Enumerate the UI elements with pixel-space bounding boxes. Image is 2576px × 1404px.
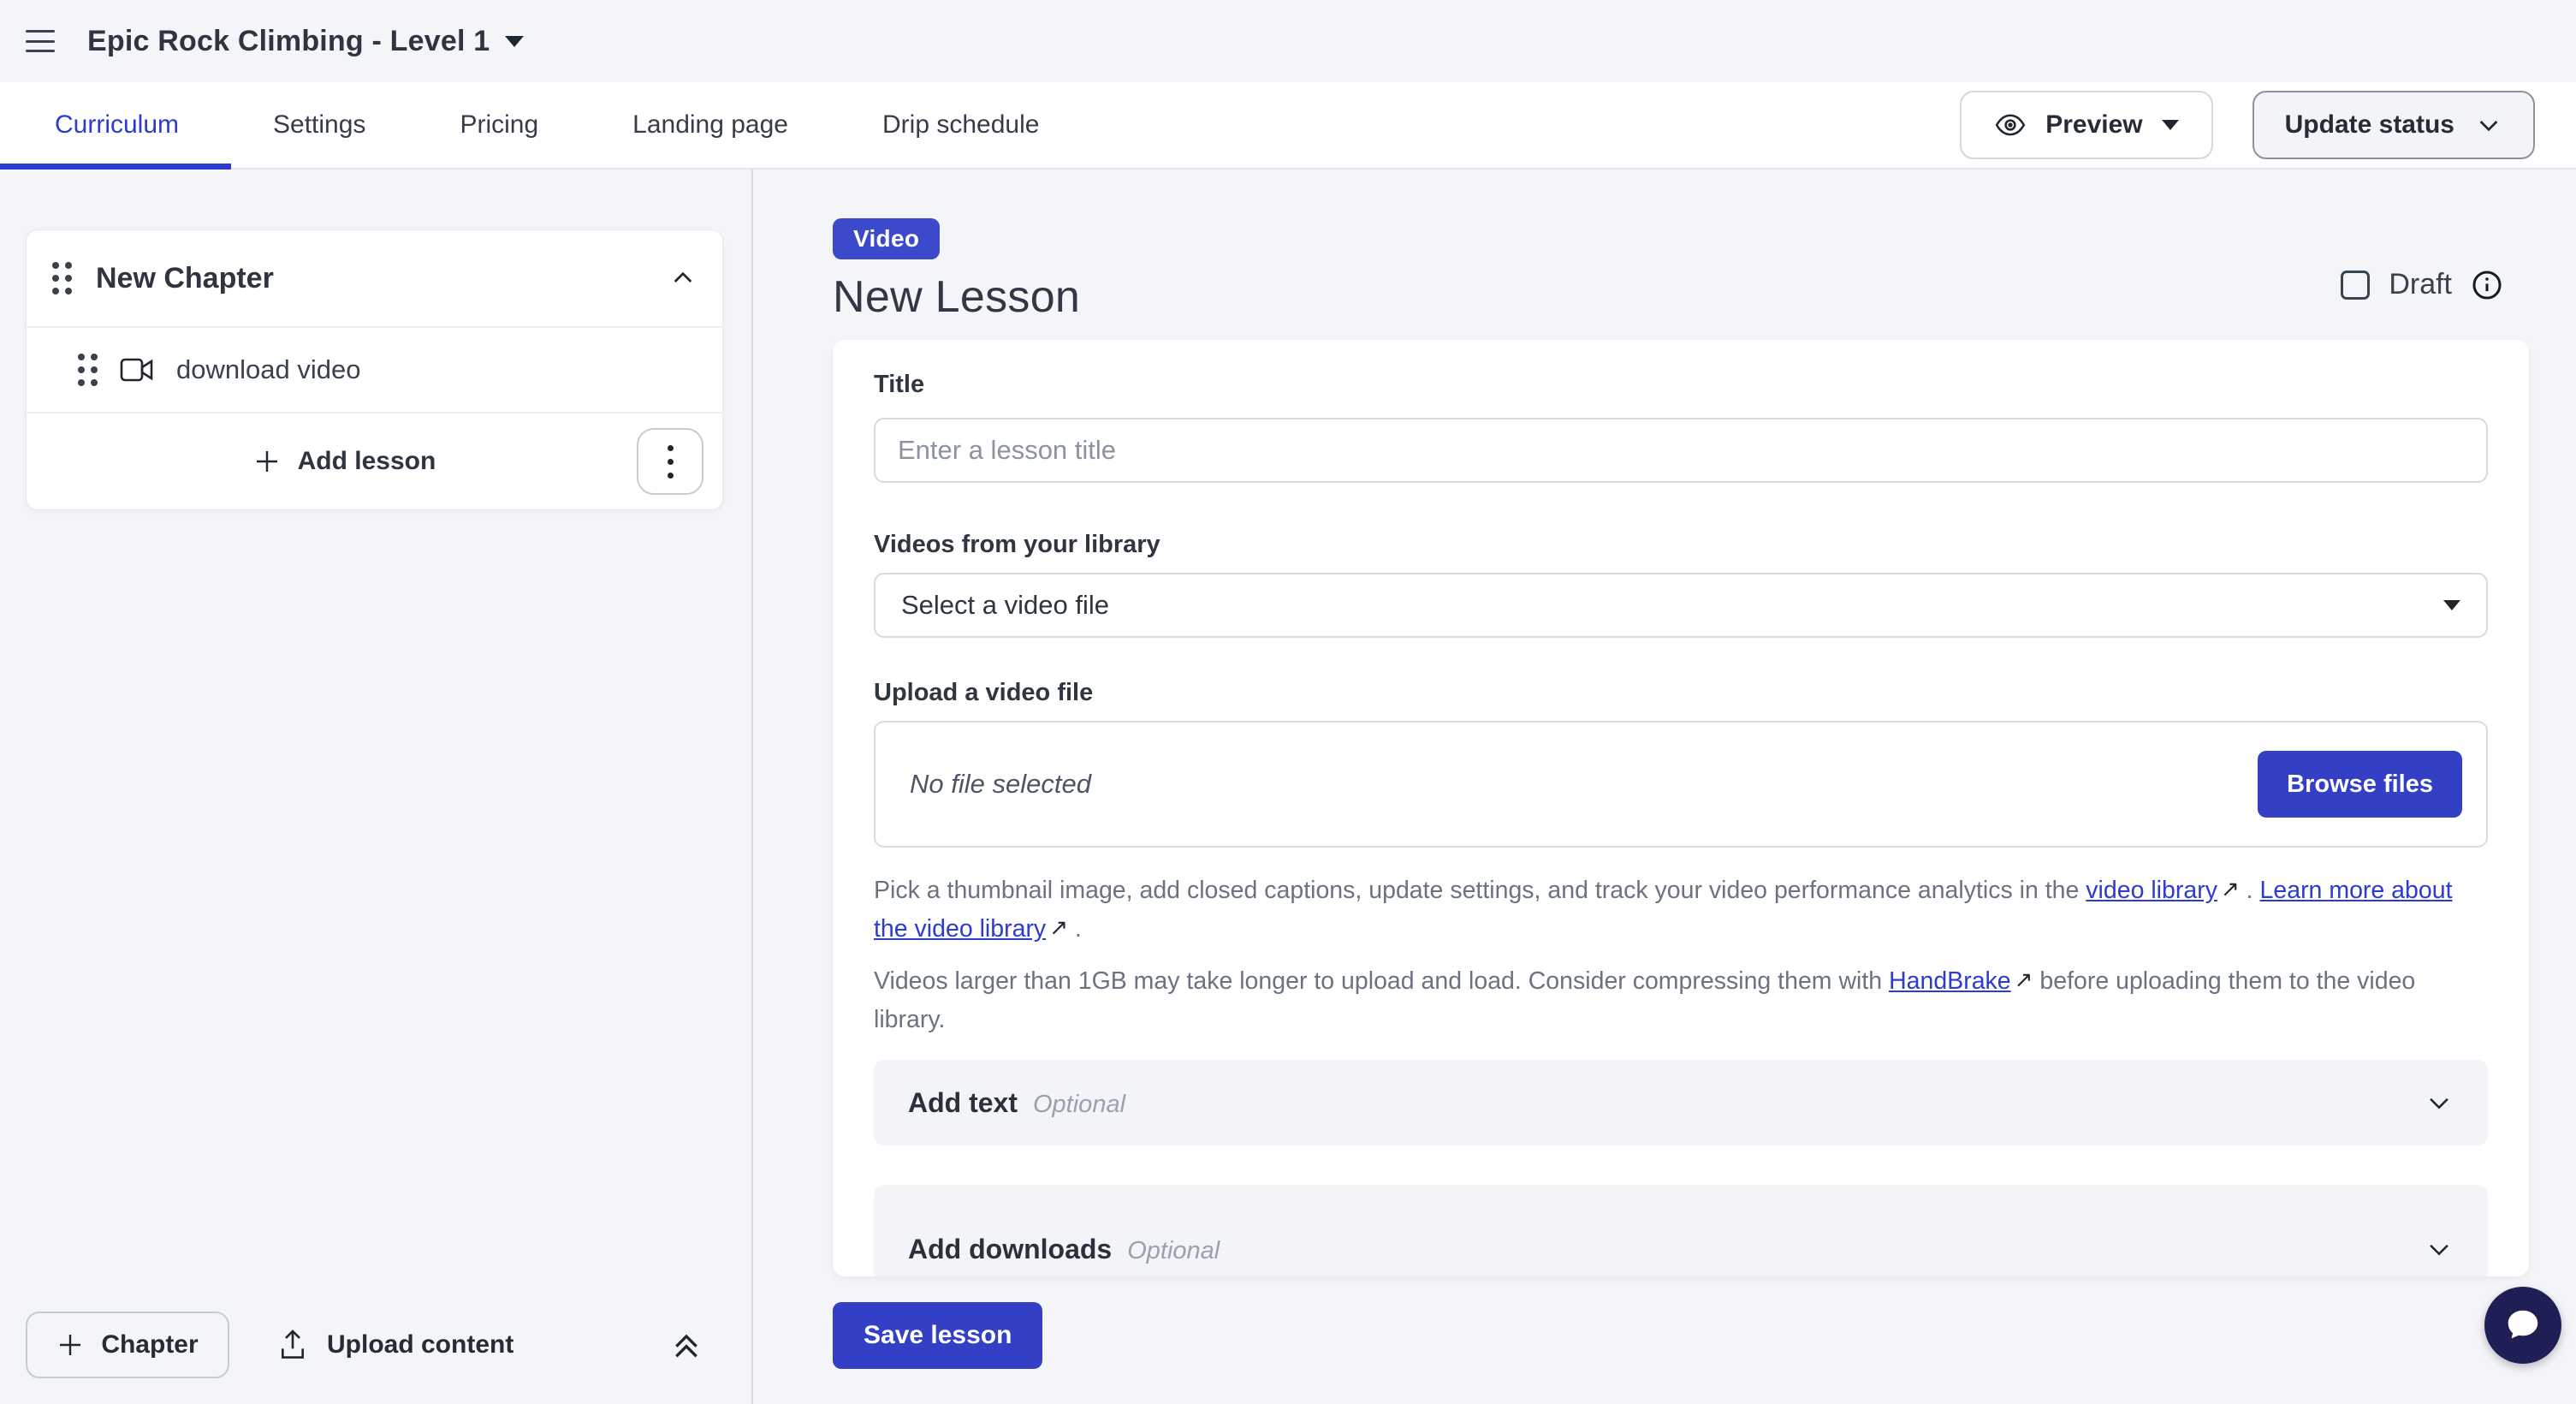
chevron-up-icon[interactable] bbox=[669, 265, 697, 292]
add-lesson-label: Add lesson bbox=[297, 447, 436, 475]
caret-down-icon bbox=[2443, 600, 2460, 610]
lesson-form-card: Title Videos from your library Select a … bbox=[833, 340, 2529, 1276]
lesson-item[interactable]: download video bbox=[27, 328, 722, 412]
chevron-down-icon bbox=[2479, 121, 2498, 132]
browse-files-button[interactable]: Browse files bbox=[2258, 751, 2462, 818]
add-text-header: Add text Optional bbox=[908, 1087, 1125, 1119]
drag-handle-icon[interactable] bbox=[78, 354, 98, 386]
help-text-segment: Pick a thumbnail image, add closed capti… bbox=[874, 877, 2086, 904]
chapter-footer: Add lesson bbox=[27, 413, 722, 509]
save-lesson-button[interactable]: Save lesson bbox=[833, 1302, 1043, 1369]
divider bbox=[27, 412, 722, 413]
add-chapter-label: Chapter bbox=[101, 1330, 199, 1359]
add-downloads-header: Add downloads Optional bbox=[908, 1234, 1220, 1265]
upload-content-button[interactable]: Upload content bbox=[277, 1329, 669, 1361]
lesson-title: download video bbox=[176, 354, 361, 384]
handbrake-link[interactable]: HandBrake ↗ bbox=[1889, 967, 2033, 995]
tab-curriculum[interactable]: Curriculum bbox=[55, 110, 180, 139]
tabbar: Curriculum Settings Pricing Landing page… bbox=[0, 82, 2576, 170]
external-link-icon: ↗ bbox=[1049, 914, 1068, 940]
lesson-type-badge: Video bbox=[833, 218, 941, 259]
curriculum-sidebar: New Chapter download video bbox=[0, 170, 753, 1404]
caret-down-icon bbox=[2161, 120, 2179, 130]
collapse-all-icon[interactable] bbox=[669, 1328, 703, 1362]
video-library-select[interactable]: Select a video file bbox=[874, 573, 2488, 638]
optional-label: Optional bbox=[1033, 1090, 1126, 1118]
tab-landing-page[interactable]: Landing page bbox=[632, 110, 788, 139]
update-status-label: Update status bbox=[2284, 110, 2454, 139]
upload-content-label: Upload content bbox=[327, 1330, 514, 1359]
chapter-options-button[interactable] bbox=[637, 428, 703, 495]
add-chapter-button[interactable]: Chapter bbox=[26, 1312, 229, 1378]
chat-bubble-icon bbox=[2508, 1310, 2538, 1339]
lesson-editor: Video New Lesson Draft Title Videos from… bbox=[753, 170, 2576, 1404]
chapter-card: New Chapter download video bbox=[26, 229, 723, 510]
plus-icon bbox=[60, 1335, 81, 1355]
draft-toggle-group: Draft bbox=[2341, 268, 2503, 301]
help-text-segment: . bbox=[2239, 877, 2260, 904]
draft-checkbox[interactable] bbox=[2341, 270, 2371, 300]
learn-more-link[interactable]: Learn more about the video library ↗ bbox=[874, 877, 2453, 943]
lesson-title-input[interactable] bbox=[874, 418, 2488, 483]
chevron-down-icon bbox=[2430, 1098, 2448, 1110]
help-text-segment: before uploading them to the video libra… bbox=[874, 967, 2416, 1033]
chapter-title: New Chapter bbox=[96, 261, 274, 294]
upload-icon bbox=[281, 1330, 305, 1359]
external-link-icon: ↗ bbox=[2014, 967, 2033, 992]
help-text-segment: . bbox=[1067, 915, 1082, 943]
title-field-label: Title bbox=[874, 371, 925, 398]
compression-help-text: Videos larger than 1GB may take longer t… bbox=[874, 962, 2488, 1039]
preview-label: Preview bbox=[2045, 110, 2143, 139]
link-label: HandBrake bbox=[1889, 967, 2011, 995]
content: New Chapter download video bbox=[0, 170, 2576, 1404]
update-status-button[interactable]: Update status bbox=[2252, 91, 2535, 159]
divider bbox=[27, 326, 722, 328]
video-camera-icon bbox=[120, 358, 153, 382]
lesson-header: Video New Lesson Draft bbox=[833, 218, 2529, 323]
external-link-icon: ↗ bbox=[2220, 876, 2240, 901]
page-title: New Lesson bbox=[833, 272, 1081, 322]
course-title: Epic Rock Climbing - Level 1 bbox=[87, 24, 490, 57]
video-help-text: Pick a thumbnail image, add closed capti… bbox=[874, 872, 2488, 949]
select-value: Select a video file bbox=[901, 590, 1109, 620]
add-downloads-section[interactable]: Add downloads Optional bbox=[874, 1185, 2488, 1276]
add-lesson-button[interactable]: Add lesson bbox=[52, 447, 637, 476]
eye-icon bbox=[1995, 114, 2026, 136]
drag-handle-icon[interactable] bbox=[52, 262, 72, 294]
header-actions: Preview Update status bbox=[1960, 91, 2535, 159]
add-text-section[interactable]: Add text Optional bbox=[874, 1060, 2488, 1145]
plus-icon bbox=[256, 451, 277, 472]
help-text-segment: Videos larger than 1GB may take longer t… bbox=[874, 967, 1890, 995]
optional-label: Optional bbox=[1127, 1236, 1220, 1264]
chevron-down-icon bbox=[2430, 1244, 2448, 1256]
library-field-label: Videos from your library bbox=[874, 531, 1160, 558]
topbar: Epic Rock Climbing - Level 1 bbox=[0, 0, 2576, 82]
active-tab-underline bbox=[0, 164, 231, 170]
info-icon[interactable] bbox=[2471, 269, 2503, 301]
preview-button[interactable]: Preview bbox=[1960, 91, 2213, 159]
tab-pricing[interactable]: Pricing bbox=[460, 110, 539, 139]
link-label: video library bbox=[2086, 877, 2217, 904]
file-upload-box: No file selected Browse files bbox=[874, 721, 2488, 848]
tabs: Curriculum Settings Pricing Landing page… bbox=[55, 82, 1039, 168]
tab-settings[interactable]: Settings bbox=[273, 110, 366, 139]
upload-field-label: Upload a video file bbox=[874, 679, 1094, 706]
menu-icon[interactable] bbox=[26, 30, 55, 52]
chat-widget-button[interactable] bbox=[2484, 1287, 2561, 1364]
add-text-label: Add text bbox=[908, 1086, 1018, 1118]
video-library-link[interactable]: video library ↗ bbox=[2086, 876, 2239, 904]
no-file-text: No file selected bbox=[910, 769, 1091, 799]
add-downloads-label: Add downloads bbox=[908, 1233, 1113, 1264]
sidebar-footer: Chapter Upload content bbox=[0, 1312, 750, 1378]
link-label: Learn more about the video library bbox=[874, 877, 2453, 943]
chapter-header[interactable]: New Chapter bbox=[27, 230, 722, 326]
draft-label: Draft bbox=[2389, 268, 2452, 300]
caret-down-icon bbox=[505, 35, 525, 47]
course-switcher[interactable]: Epic Rock Climbing - Level 1 bbox=[87, 24, 525, 58]
tab-drip-schedule[interactable]: Drip schedule bbox=[882, 110, 1040, 139]
